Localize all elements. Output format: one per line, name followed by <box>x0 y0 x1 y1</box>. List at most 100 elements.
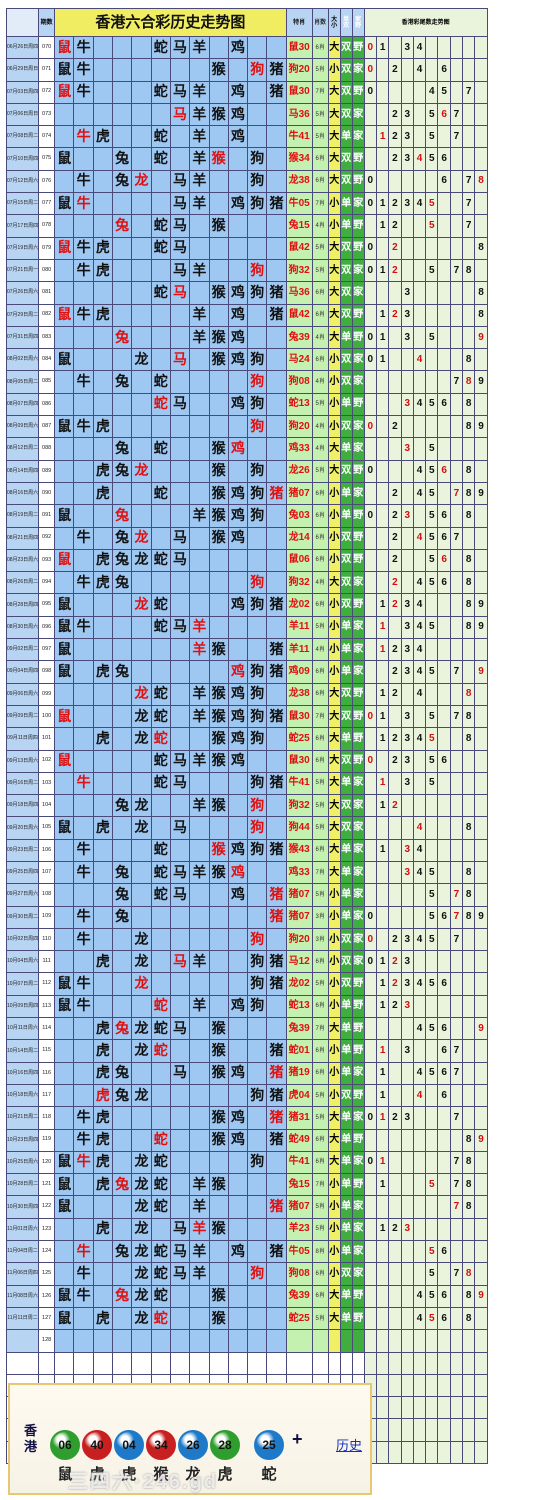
zodiac-cell: 鸡 <box>227 125 249 149</box>
zodiac-count: 6肖 <box>311 1061 329 1085</box>
home-wild: 家 <box>351 1061 365 1085</box>
zodiac-cell <box>73 883 94 907</box>
tail-digit <box>375 504 390 528</box>
zodiac-count: 8肖 <box>311 1240 329 1264</box>
zodiac-cell <box>131 749 152 773</box>
zodiac-cell <box>169 927 191 952</box>
tail-digit <box>425 35 439 60</box>
zodiac-cell: 狗 <box>247 258 268 283</box>
zodiac-cell: 蛇 <box>150 615 171 640</box>
tail-digit <box>425 593 439 617</box>
tail-digit: 5 <box>425 660 439 684</box>
zodiac-cell: 鸡 <box>227 838 249 862</box>
zodiac-cell: 羊 <box>189 80 210 104</box>
home-wild: 家 <box>351 1262 365 1286</box>
empty-cell <box>54 1351 75 1375</box>
tail-digit <box>412 1150 427 1175</box>
zodiac-cell <box>266 348 287 372</box>
odd-even: 双 <box>339 281 353 305</box>
home-wild: 野 <box>351 1017 365 1041</box>
draw-date <box>5 1329 40 1353</box>
tail-digit: 8 <box>462 481 476 506</box>
zodiac-cell: 兔 <box>112 1017 133 1041</box>
home-wild: 家 <box>351 571 365 595</box>
zodiac-cell: 鸡 <box>227 1240 249 1264</box>
zodiac-cell <box>189 1083 210 1108</box>
zodiac-cell <box>169 325 191 350</box>
zodiac-cell: 猴 <box>208 147 229 171</box>
zodiac-cell <box>189 481 210 506</box>
draw-row: 09月11日周四 101 虎龙蛇猴鸡狗蛇25 6肖大单野 1 2 3 4 5 8 <box>5 727 488 751</box>
zodiac-cell: 牛 <box>73 1106 94 1130</box>
zodiac-cell <box>92 437 114 461</box>
odd-even: 单 <box>339 504 353 528</box>
trend-table: 期数 香港六合彩历史走势图 特肖 肖数 大小 单双 家野 香港彩尾数走势图 06月26日周四 07… <box>5 8 488 1465</box>
empty-cell <box>449 1373 464 1398</box>
draw-date: 09月13日周六 <box>5 749 40 773</box>
zodiac-cell: 猪 <box>266 1240 287 1264</box>
odd-even: 双 <box>339 794 353 818</box>
zodiac-cell <box>247 303 268 327</box>
tail-digit <box>363 1061 377 1085</box>
lottery-ball: 25 <box>254 1430 284 1460</box>
big-small: 小 <box>327 593 341 617</box>
zodiac-cell: 马 <box>169 1061 191 1085</box>
zodiac-count: 4肖 <box>311 370 329 394</box>
zodiac-cell <box>150 571 171 595</box>
draw-period: 077 <box>38 192 56 216</box>
zodiac-cell <box>150 638 171 662</box>
zodiac-cell <box>54 727 75 751</box>
zodiac-count: 7肖 <box>311 1173 329 1197</box>
tail-digit: 3 <box>400 727 414 751</box>
history-link[interactable]: 历史 <box>336 1438 363 1453</box>
zodiac-cell <box>112 58 133 82</box>
home-wild-header: 家野 <box>351 8 365 37</box>
zodiac-cell: 虎 <box>92 816 114 840</box>
zodiac-cell <box>131 80 152 104</box>
zodiac-cell: 狗 <box>247 794 268 818</box>
empty-cell <box>131 1351 152 1375</box>
zodiac-count: 6肖 <box>311 749 329 773</box>
zodiac-cell <box>247 1173 268 1197</box>
tail-digit <box>388 1306 402 1331</box>
tail-digit: 5 <box>425 526 439 550</box>
zodiac-cell: 鸡 <box>227 526 249 550</box>
zodiac-cell <box>112 1128 133 1152</box>
zodiac-cell: 蛇 <box>150 883 171 907</box>
tail-digit <box>462 660 476 684</box>
zodiac-cell: 羊 <box>189 147 210 171</box>
zodiac-count <box>311 1329 329 1353</box>
zodiac-cell <box>266 526 287 550</box>
zodiac-cell <box>189 58 210 82</box>
draw-period: 085 <box>38 370 56 394</box>
zodiac-cell <box>131 838 152 862</box>
special-zodiac: 牛05 <box>285 192 313 216</box>
odd-even: 单 <box>339 1017 353 1041</box>
zodiac-cell <box>169 58 191 82</box>
tail-digit <box>375 415 390 439</box>
zodiac-cell <box>266 415 287 439</box>
odd-even: 单 <box>339 1173 353 1197</box>
zodiac-cell: 蛇 <box>150 437 171 461</box>
zodiac-cell: 狗 <box>247 994 268 1019</box>
zodiac-count: 5肖 <box>311 615 329 640</box>
zodiac-cell <box>112 749 133 773</box>
tail-digit <box>363 860 377 885</box>
draw-row: 10月09日周四 113 鼠牛蛇羊鸡狗蛇13 6肖小单野 1 2 3 <box>5 994 488 1019</box>
zodiac-cell <box>112 392 133 417</box>
tail-digit: 4 <box>412 1284 427 1308</box>
tail-digit: 1 <box>375 1173 390 1197</box>
zodiac-cell: 马 <box>169 281 191 305</box>
empty-cell <box>285 1351 313 1375</box>
odd-even: 单 <box>339 125 353 149</box>
tail-digit: 0 <box>363 1106 377 1130</box>
zodiac-cell: 龙 <box>131 816 152 840</box>
zodiac-cell <box>92 281 114 305</box>
tail-digit <box>449 35 464 60</box>
zodiac-cell <box>247 1240 268 1264</box>
zodiac-cell <box>208 615 229 640</box>
zodiac-cell: 鼠 <box>54 548 75 573</box>
tail-digit <box>474 927 488 952</box>
draw-row: 09月23日周二 106 牛蛇猴鸡狗猪猴43 6肖大单家 1 3 4 <box>5 838 488 862</box>
odd-even: 单 <box>339 1217 353 1242</box>
